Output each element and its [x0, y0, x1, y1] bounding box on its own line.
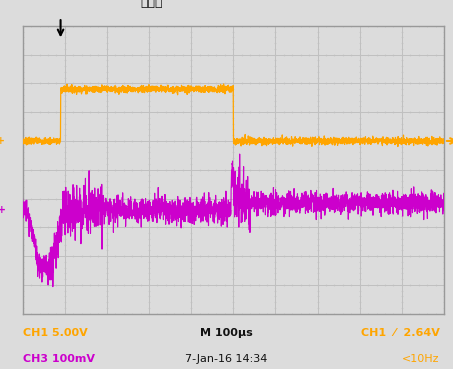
- Text: CH1  ⁄  2.64V: CH1 ⁄ 2.64V: [361, 328, 439, 338]
- Text: CH1 5.00V: CH1 5.00V: [23, 328, 87, 338]
- Text: 1+: 1+: [0, 136, 6, 146]
- Text: <10Hz: <10Hz: [402, 354, 439, 363]
- Text: 3+: 3+: [0, 205, 6, 215]
- Text: TEK: TEK: [10, 0, 46, 3]
- Text: 7-Jan-16 14:34: 7-Jan-16 14:34: [185, 354, 268, 363]
- Text: ⎌⎯⎍: ⎌⎯⎍: [140, 0, 163, 8]
- Text: CH3 100mV: CH3 100mV: [23, 354, 95, 363]
- Text: M 100μs: M 100μs: [200, 328, 253, 338]
